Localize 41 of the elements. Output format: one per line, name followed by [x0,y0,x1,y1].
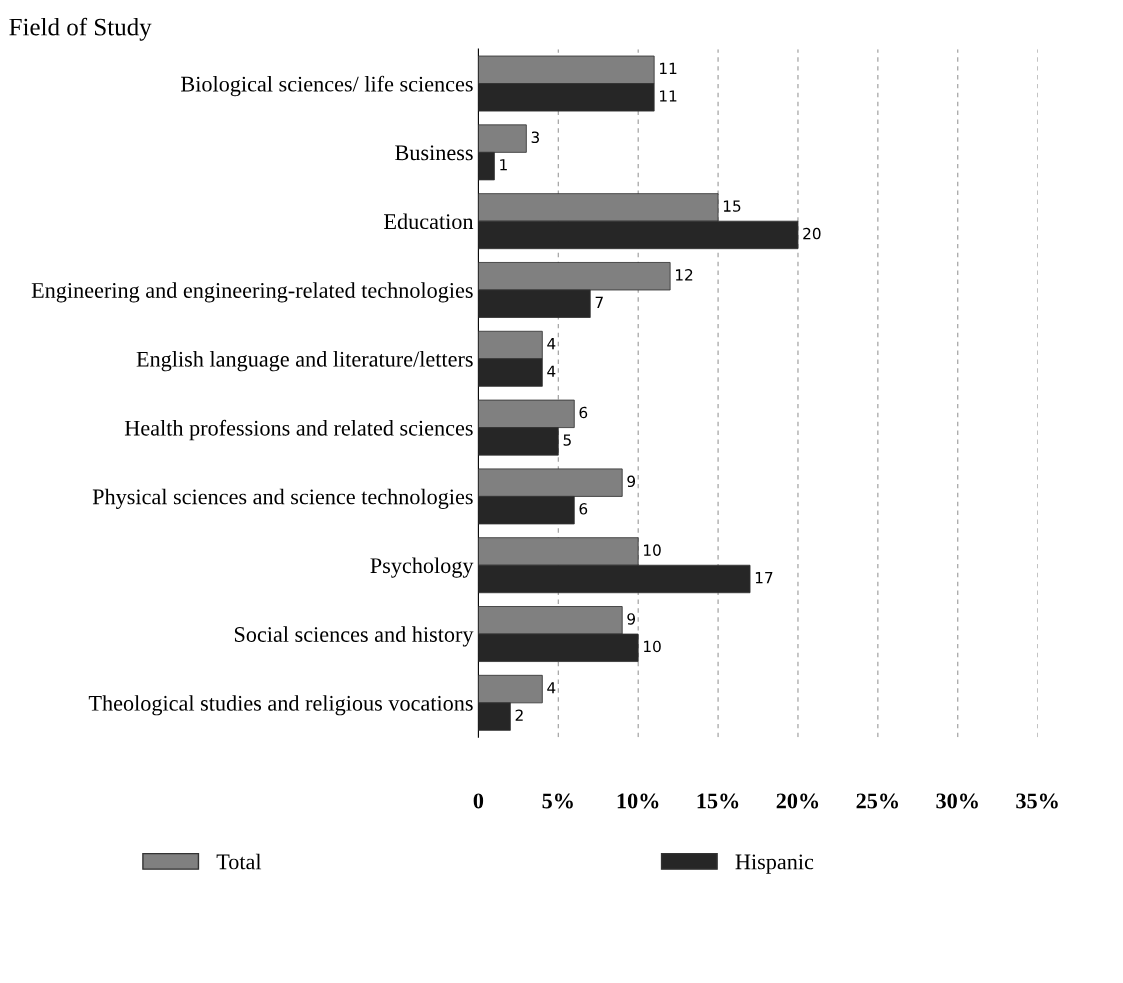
x-tick-label: 25% [856,793,898,809]
x-tick-label: 5% [542,793,573,809]
y-tick-label: Psychology [370,557,474,578]
legend-label: Total [216,853,262,870]
y-tick-label: Theological studies and religious vocations [88,695,473,716]
data-label: 11 [660,62,677,75]
y-tick-label: Engineering and engineering-related technologies [31,282,473,303]
data-label: 15 [723,200,741,212]
data-label: 3 [531,131,539,144]
data-label: 2 [515,709,523,721]
data-label: 12 [675,269,693,281]
data-label: 9 [627,475,636,488]
data-label: 7 [595,296,603,308]
data-label: 6 [579,406,588,419]
data-label: 4 [547,682,556,694]
data-label: 11 [660,90,677,102]
data-label: 6 [579,503,588,515]
y-tick-label: English language and literature/letters [136,351,473,372]
data-label: 20 [803,227,821,240]
data-label: 5 [563,434,571,446]
y-tick-label: Business [395,145,473,161]
data-label: 4 [547,338,556,350]
y-tick-label: Education [384,213,474,230]
y-tick-label: Physical sciences and science technologies [92,488,473,509]
y-tick-label: Biological sciences/ life sciences [181,75,473,97]
x-tick-label: 15% [697,793,739,809]
x-tick-label: 20% [776,793,819,809]
text: Field of Study [9,17,152,41]
y-tick-label: Social sciences and history [234,626,474,647]
data-label: 10 [644,544,661,556]
x-tick-label: 30% [936,793,978,809]
data-label: 17 [755,572,773,584]
data-label: 1 [500,159,507,171]
data-label: 9 [627,613,636,625]
x-tick-label: 0 [473,793,484,809]
y-tick-label: Health professions and related sciences [124,419,473,441]
x-tick-label: 35% [1016,793,1058,809]
data-label: 10 [644,640,661,653]
data-label: 4 [547,365,556,377]
legend-label: Hispanic [735,854,814,874]
x-tick-label: 10% [617,793,659,809]
